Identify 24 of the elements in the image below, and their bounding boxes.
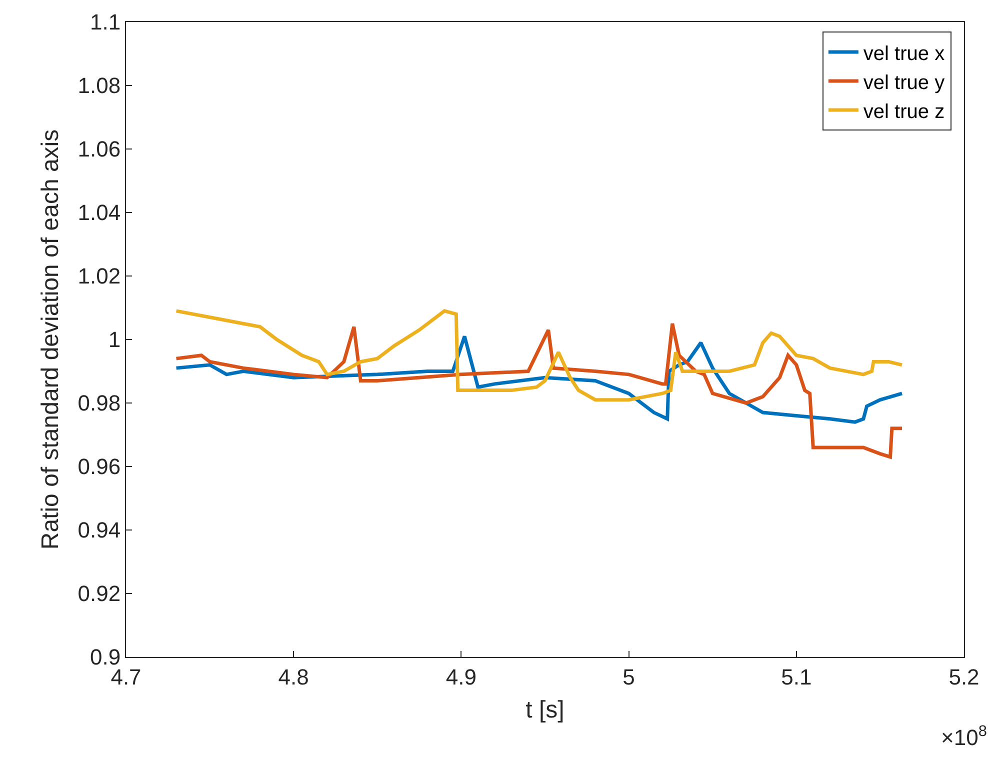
line-series bbox=[174, 309, 904, 402]
x-axis-title: t [s] bbox=[526, 696, 564, 724]
x-tick-label: 5.2 bbox=[948, 664, 980, 690]
y-tick-label: 1.06 bbox=[78, 136, 121, 162]
y-tick-label: 0.92 bbox=[78, 581, 121, 606]
y-tick-label: 1.04 bbox=[78, 200, 121, 226]
legend-label: vel true y bbox=[863, 72, 945, 94]
y-tick-label: 1.08 bbox=[78, 73, 121, 98]
x-tick-label: 5 bbox=[622, 664, 635, 690]
line-series bbox=[174, 322, 904, 459]
y-tick-label: 1 bbox=[108, 327, 121, 352]
legend-label: vel true z bbox=[863, 100, 945, 123]
x-tick-label: 5.1 bbox=[781, 664, 812, 690]
y-tick-label: 0.96 bbox=[78, 454, 121, 480]
x-tick-label: 4.9 bbox=[446, 664, 476, 690]
line-series bbox=[174, 334, 904, 424]
y-tick-label: 0.98 bbox=[78, 390, 121, 416]
y-tick-label: 0.94 bbox=[78, 518, 121, 543]
legend-label: vel true x bbox=[863, 42, 945, 65]
text: ×10$^{8}$ bbox=[941, 723, 987, 750]
x-tick-label: 4.8 bbox=[278, 664, 309, 690]
y-tick-label: 1.1 bbox=[90, 10, 121, 35]
y-tick-label: 1.02 bbox=[78, 264, 121, 289]
y-axis-title: Ratio of standard deviation of each axis bbox=[36, 129, 64, 550]
